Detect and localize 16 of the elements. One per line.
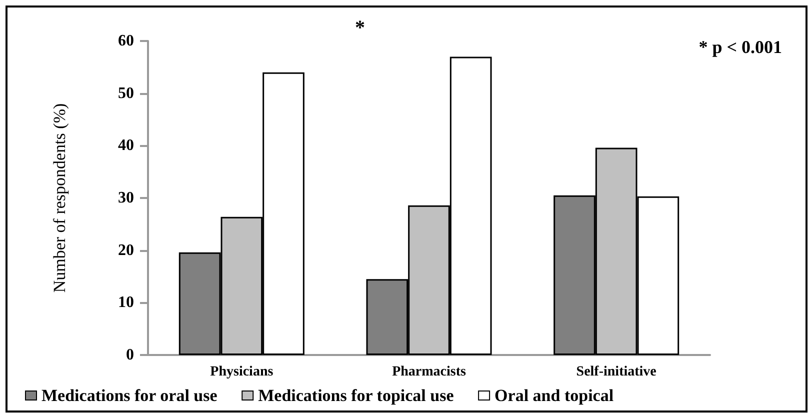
- text: *: [355, 17, 365, 39]
- x-tick-label: Physicians: [210, 364, 274, 380]
- y-tick-label: 40: [118, 137, 134, 154]
- legend-label: Medications for oral use: [42, 386, 218, 405]
- x-tick-label: Pharmacists: [392, 364, 466, 380]
- y-tick-label: 50: [118, 84, 134, 102]
- legend-label: Medications for topical use: [258, 386, 454, 405]
- annotation: * p < 0.001: [698, 37, 782, 57]
- y-tick-label: 30: [118, 190, 134, 206]
- y-tick-label: 0: [126, 346, 134, 364]
- y-tick-label: 10: [118, 294, 134, 312]
- legend-label: Oral and topical: [494, 386, 614, 405]
- x-tick-label: Self-initiative: [576, 364, 656, 380]
- y-axis-title: Number of respondents (%): [50, 103, 69, 293]
- y-tick-label: 60: [118, 32, 134, 50]
- y-tick-label: 20: [118, 242, 134, 259]
